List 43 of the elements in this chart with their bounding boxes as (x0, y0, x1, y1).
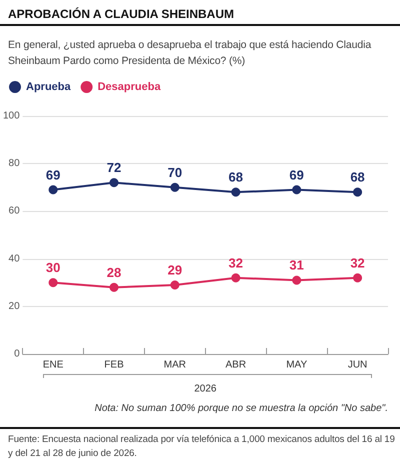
data-label: 70 (168, 164, 182, 180)
legend-label: Desaprueba (98, 81, 162, 93)
y-tick-label: 80 (8, 158, 20, 170)
data-label: 32 (350, 255, 365, 270)
x-tick-label: FEB (104, 360, 124, 370)
y-tick-label: 40 (8, 253, 20, 264)
point (353, 273, 362, 282)
x-tick-label: ENE (42, 360, 64, 370)
point (231, 188, 240, 197)
y-tick-label: 20 (8, 300, 20, 312)
data-label: 30 (46, 260, 60, 276)
point (170, 182, 180, 192)
x-tick-label: JUN (348, 360, 368, 370)
x-axis-title: 2026 (194, 384, 217, 394)
point (110, 178, 119, 188)
point (170, 280, 180, 290)
point (292, 185, 302, 194)
data-label: 68 (228, 170, 244, 185)
data-label: 31 (289, 258, 304, 273)
data-label: 28 (106, 264, 122, 280)
y-tick-label: 60 (8, 206, 20, 217)
y-tick-label: 100 (2, 110, 20, 122)
chart-subtitle: En general, ¿usted aprueba o desaprueba el trabajo que está haciendo Claudia Sheinbaum Pardo como Presidenta de México? (%) (8, 38, 372, 69)
x-tick-label: ABR (226, 360, 246, 370)
point (231, 273, 240, 282)
y-tick-label: 0 (14, 348, 20, 360)
x-tick-label: MAY (286, 360, 308, 370)
data-label: 72 (106, 160, 122, 176)
data-label: 69 (46, 167, 60, 182)
data-label: 68 (350, 170, 365, 185)
x-tick-label: MAR (164, 360, 186, 370)
point (48, 185, 58, 194)
source-note: Fuente: Encuesta nacional realizada por vía telefónica a 1,000 mexicanos adultos del 16 al 19 y del 21 al 28 de junio de 2026. (8, 433, 396, 461)
data-label: 29 (168, 262, 182, 278)
point (110, 282, 119, 292)
point (353, 188, 362, 197)
chart-title: APROBACIÓN A CLAUDIA SHEINBAUM (8, 6, 234, 22)
data-label: 32 (228, 255, 244, 270)
text: Nota: No suman 100% porque no se muestra la opción "No sabe". (94, 402, 388, 415)
point (292, 276, 302, 285)
legend-label: Aprueba (26, 81, 72, 93)
point (48, 278, 58, 288)
data-label: 69 (289, 167, 304, 182)
